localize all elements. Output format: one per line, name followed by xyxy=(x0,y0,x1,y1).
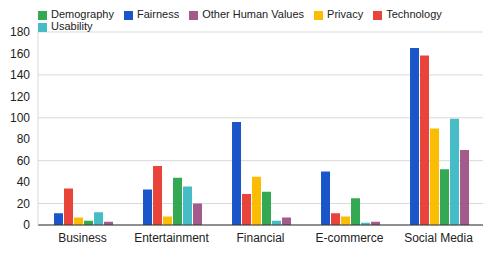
svg-text:180: 180 xyxy=(10,25,30,39)
html-text:Fairness: Fairness xyxy=(137,8,180,20)
html-text:Demography: Demography xyxy=(51,8,114,20)
svg-text:160: 160 xyxy=(10,47,30,61)
html-text:Other Human Values: Other Human Values xyxy=(202,8,305,20)
svg-text:Social Media: Social Media xyxy=(404,231,473,245)
svg-text:E-commerce: E-commerce xyxy=(315,231,383,245)
svg-text:100: 100 xyxy=(10,111,30,125)
svg-text:Entertainment: Entertainment xyxy=(134,231,209,245)
svg-text:20: 20 xyxy=(17,197,31,211)
html-text:Technology: Technology xyxy=(386,8,442,20)
svg-text:Financial: Financial xyxy=(236,231,284,245)
svg-text:80: 80 xyxy=(17,132,31,146)
svg-text:Business: Business xyxy=(58,231,107,245)
svg-text:60: 60 xyxy=(17,154,31,168)
svg-text:120: 120 xyxy=(10,90,30,104)
svg-text:140: 140 xyxy=(10,68,30,82)
svg-text:40: 40 xyxy=(17,175,31,189)
html-text:Usability: Usability xyxy=(51,20,93,32)
html-text:Privacy: Privacy xyxy=(327,8,364,20)
svg-text:0: 0 xyxy=(23,218,30,232)
